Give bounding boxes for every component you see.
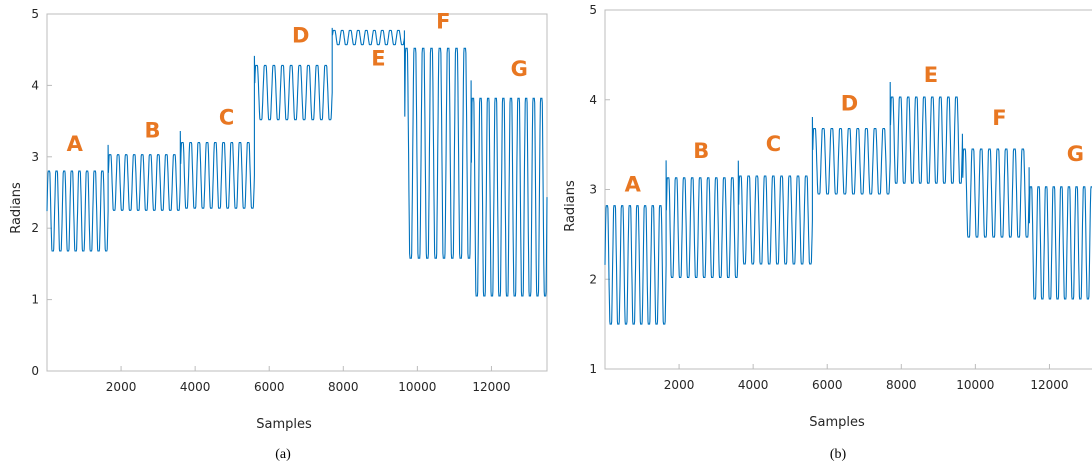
segment-label-f: F <box>992 106 1006 130</box>
ytick-label: 4 <box>31 78 39 92</box>
xtick-label: 8000 <box>328 380 359 394</box>
ytick-label: 1 <box>31 293 39 307</box>
chart-b-ylabel: Radians <box>563 180 578 232</box>
segment-label-a: A <box>625 172 642 196</box>
chart-b: 1 2 3 4 5 2000 4000 6000 8000 10000 12000 A B C D E F G… <box>563 3 1092 462</box>
xtick-label: 12000 <box>472 380 510 394</box>
segment-label-f: F <box>436 9 450 33</box>
xtick-label: 10000 <box>398 380 436 394</box>
ytick-label: 2 <box>31 221 39 235</box>
ytick-label: 5 <box>589 3 597 17</box>
chart-a: 0 1 2 3 4 5 2000 4000 6000 8000 10000 12000 A B C D E F… <box>9 7 548 462</box>
chart-a-plot-frame <box>46 13 548 372</box>
segment-label-g: G <box>1067 142 1084 166</box>
xtick-label: 8000 <box>886 378 917 392</box>
xtick-label: 12000 <box>1030 378 1068 392</box>
chart-b-caption: (b) <box>830 447 847 462</box>
xtick-label: 6000 <box>254 380 285 394</box>
xtick-label: 4000 <box>738 378 769 392</box>
chart-b-series-line <box>604 81 1092 325</box>
chart-b-segment-labels: A B C D E F G <box>625 63 1084 196</box>
segment-label-c: C <box>219 106 234 130</box>
segment-label-a: A <box>67 132 84 156</box>
xtick-label: 2000 <box>106 380 137 394</box>
chart-a-ylabel: Radians <box>9 182 24 234</box>
chart-b-plot-frame <box>604 9 1092 370</box>
segment-label-c: C <box>766 132 781 156</box>
ytick-label: 1 <box>589 362 597 376</box>
xtick-label: 6000 <box>812 378 843 392</box>
xtick-label: 10000 <box>956 378 994 392</box>
segment-label-e: E <box>371 46 385 70</box>
chart-b-xlabel: Samples <box>809 415 865 430</box>
chart-a-series-line <box>46 27 548 297</box>
segment-label-d: D <box>841 92 858 116</box>
chart-a-segment-labels: A B C D E F G <box>67 9 528 156</box>
ytick-label: 5 <box>31 7 39 21</box>
ytick-label: 3 <box>589 183 597 197</box>
xtick-label: 2000 <box>664 378 695 392</box>
chart-a-xticks: 2000 4000 6000 8000 10000 12000 <box>106 366 511 394</box>
ytick-label: 3 <box>31 150 39 164</box>
segment-label-b: B <box>693 139 709 163</box>
segment-label-g: G <box>511 57 528 81</box>
xtick-label: 4000 <box>180 380 211 394</box>
segment-label-e: E <box>924 63 938 87</box>
chart-a-yticks: 0 1 2 3 4 5 <box>31 7 52 378</box>
chart-a-caption: (a) <box>275 447 291 462</box>
ytick-label: 2 <box>589 272 597 286</box>
segment-label-d: D <box>292 24 309 48</box>
chart-b-yticks: 1 2 3 4 5 <box>589 3 610 376</box>
ytick-label: 4 <box>589 93 597 107</box>
chart-b-xticks: 2000 4000 6000 8000 10000 12000 <box>664 364 1069 392</box>
segment-label-b: B <box>145 119 161 143</box>
chart-a-xlabel: Samples <box>256 417 312 432</box>
ytick-label: 0 <box>31 364 39 378</box>
